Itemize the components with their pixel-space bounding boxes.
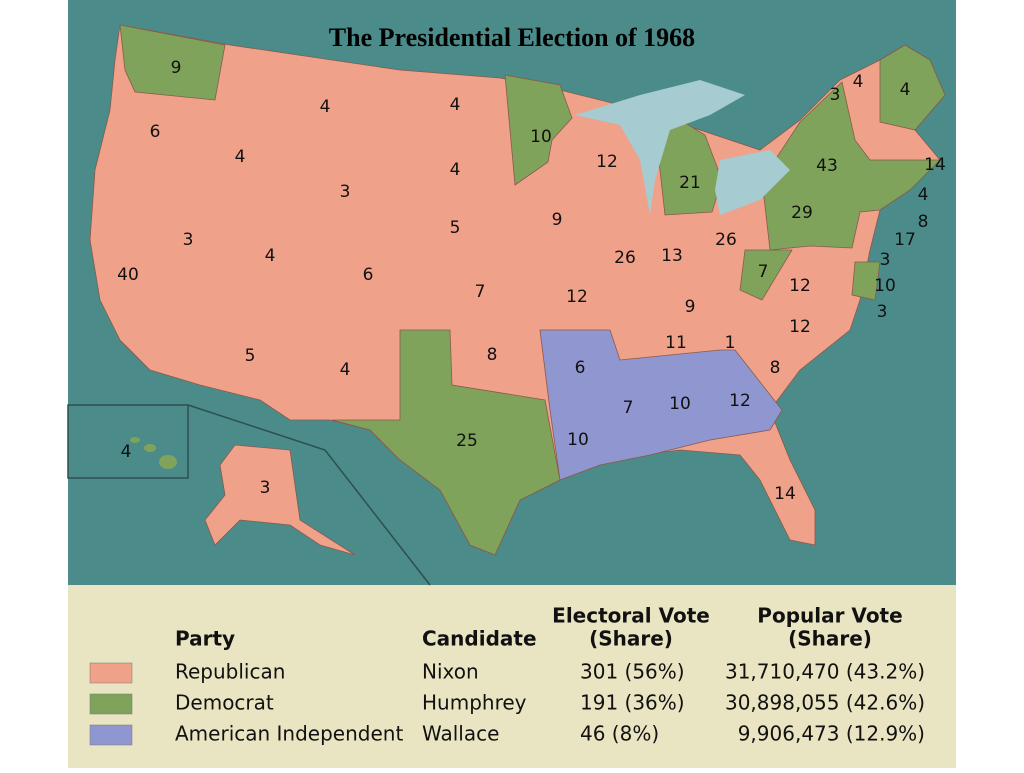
header: Electoral Vote: [552, 604, 710, 628]
state-votes: 4: [900, 80, 911, 100]
swatch: [89, 662, 133, 684]
state-votes: 21: [679, 173, 701, 193]
state-votes: 10: [669, 394, 691, 414]
state-votes: 26: [614, 248, 636, 268]
state-votes: 8: [770, 358, 781, 378]
title: The Presidential Election of 1968: [329, 23, 695, 52]
state-votes: 4: [235, 147, 246, 167]
candidate: Wallace: [422, 722, 499, 746]
state-votes: 7: [758, 262, 769, 282]
lake: [715, 150, 790, 215]
state-votes: 12: [729, 391, 751, 411]
state-votes: 1: [725, 333, 736, 353]
party: American Independent: [175, 722, 403, 746]
state-votes: 12: [566, 287, 588, 307]
state-votes: 8: [918, 212, 929, 232]
state-votes: 12: [789, 276, 811, 296]
region: [539, 329, 783, 481]
state-votes: 10: [874, 276, 896, 296]
party: Democrat: [175, 691, 274, 715]
region: [851, 261, 881, 301]
state-votes: 40: [117, 265, 139, 285]
state-votes: 4: [918, 185, 929, 205]
state-votes: 9: [171, 58, 182, 78]
header: (Share): [589, 627, 673, 651]
state-votes: 3: [880, 250, 891, 270]
state-votes: 4: [320, 97, 331, 117]
state-votes: 7: [475, 282, 486, 302]
swatch: [89, 724, 133, 746]
state-votes: 29: [791, 203, 813, 223]
header: Popular Vote: [757, 604, 902, 628]
hawaii-box: [67, 404, 189, 479]
region: [331, 329, 561, 556]
state-votes: 5: [450, 218, 461, 238]
inset-frame: [67, 404, 431, 586]
legend-table: Party Candidate Electoral Vote (Share) P…: [89, 604, 925, 746]
state-votes: 25: [456, 431, 478, 451]
state-votes: 3: [830, 85, 841, 105]
candidate: Humphrey: [422, 691, 527, 715]
state-votes: 17: [894, 230, 916, 250]
popular: 30,898,055 (42.6%): [725, 691, 925, 715]
state-votes: 14: [924, 155, 946, 175]
state-votes: 3: [183, 230, 194, 250]
electoral: 301 (56%): [580, 660, 685, 684]
state-votes: 4: [265, 246, 276, 266]
electoral: 46 (8%): [580, 722, 659, 746]
state-votes: 4: [450, 95, 461, 115]
legend-panel: [68, 585, 956, 768]
state-votes: 8: [487, 345, 498, 365]
map: [89, 24, 946, 556]
header: (Share): [788, 627, 872, 651]
electoral: 191 (36%): [580, 691, 685, 715]
hawaii: [130, 437, 177, 469]
state-votes: 6: [363, 265, 374, 285]
swatch: [89, 693, 133, 715]
state-votes: 7: [623, 398, 634, 418]
region: [119, 24, 226, 101]
region: [739, 249, 793, 301]
alaska: [204, 444, 356, 556]
state-votes: 5: [245, 346, 256, 366]
header: Candidate: [422, 627, 537, 651]
state-votes: 11: [665, 333, 687, 353]
state-votes: 3: [340, 182, 351, 202]
state-votes: 3: [260, 478, 271, 498]
header: Party: [175, 627, 235, 651]
state-votes: 26: [715, 230, 737, 250]
state-votes: 4: [121, 442, 132, 462]
island: [144, 444, 156, 452]
candidate: Nixon: [422, 660, 479, 684]
state-votes: 12: [789, 317, 811, 337]
region: [761, 81, 941, 251]
state-votes: 12: [596, 152, 618, 172]
state-votes: 10: [567, 430, 589, 450]
popular: 31,710,470 (43.2%): [725, 660, 925, 684]
island: [130, 437, 140, 443]
lake: [575, 80, 745, 215]
state-votes: 4: [450, 160, 461, 180]
state-votes: 3: [877, 302, 888, 322]
state-votes: 9: [685, 297, 696, 317]
state-votes: 13: [661, 246, 683, 266]
party: Republican: [175, 660, 285, 684]
state-votes: 14: [774, 484, 796, 504]
state-votes: 43: [816, 156, 838, 176]
state-votes: 6: [575, 358, 586, 378]
island: [159, 455, 177, 469]
state-votes: 6: [150, 122, 161, 142]
state-votes: 4: [853, 72, 864, 92]
popular: 9,906,473 (12.9%): [738, 722, 925, 746]
state-votes: 9: [552, 210, 563, 230]
state-votes: 10: [530, 127, 552, 147]
region: [504, 74, 573, 186]
state-votes: 4: [340, 360, 351, 380]
region: [879, 44, 946, 131]
inset-line: [187, 404, 431, 586]
